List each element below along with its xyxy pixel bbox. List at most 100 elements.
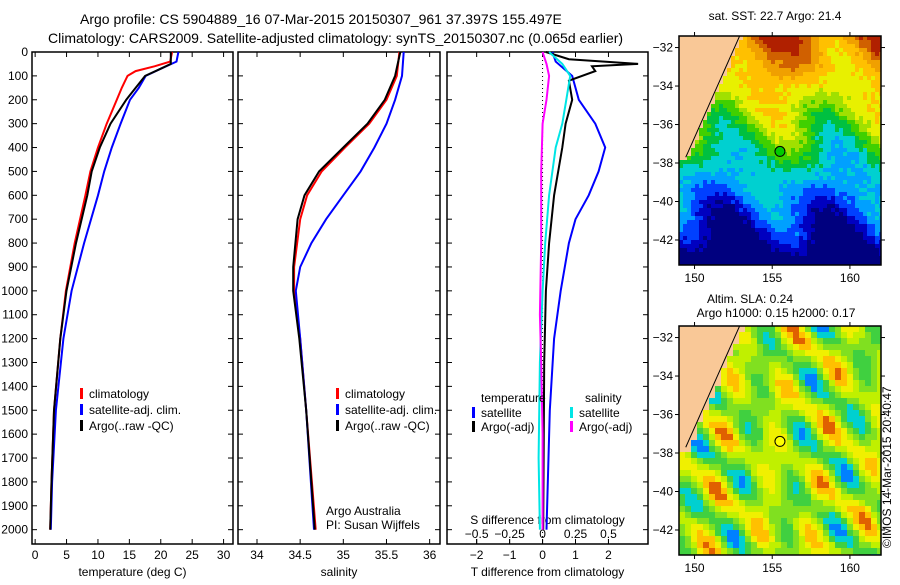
- y-tick-label: 1600: [1, 427, 28, 441]
- x-tick-label: 34.5: [288, 548, 312, 562]
- x-tick-label: 2: [605, 548, 612, 562]
- sst-map: 150 155 160 −32 −34 −36 −38 −40 −42 sat. SST: 22.…: [653, 9, 885, 285]
- legend-label: satellite-adj. clim.: [89, 403, 181, 417]
- x-tick-label: 25: [185, 548, 199, 562]
- series-line-salinity-satellite: [537, 51, 572, 530]
- plot-frame: [31, 51, 234, 545]
- x-tick-label: 35.5: [375, 548, 399, 562]
- map-frame: [678, 325, 882, 556]
- legend-swatch: [336, 420, 339, 431]
- x-axis-label: temperature (deg C): [78, 565, 186, 579]
- y-tick-label: 900: [8, 260, 28, 274]
- x-tick-label: 1: [572, 548, 579, 562]
- legend-label: climatology: [345, 387, 405, 401]
- series-line-temperature-argo-adj-: [542, 51, 639, 530]
- top-x-tick-label: −0.25: [494, 527, 525, 541]
- y-tick-label: −38: [653, 446, 674, 460]
- y-tick-label: −36: [653, 408, 674, 422]
- y-tick-label: −32: [653, 41, 674, 55]
- plot-frame: [237, 51, 441, 545]
- legend-label: satellite: [481, 406, 522, 420]
- legend-label: satellite-adj. clim.: [345, 403, 437, 417]
- map-title: Altim. SLA: 0.24: [707, 292, 793, 306]
- series-line-argo-raw-qc-: [49, 52, 172, 530]
- legend-swatch: [80, 420, 83, 431]
- top-x-tick-label: 0: [539, 527, 546, 541]
- salinity-panel: 34 34.5 35 35.5 36 salinity climatology satelli…: [237, 51, 441, 579]
- legend-swatch: [570, 421, 573, 432]
- series-line-argo-raw-qc-: [292, 51, 402, 530]
- x-tick-label: −1: [503, 548, 517, 562]
- x-tick-label: 20: [154, 548, 168, 562]
- legend-swatch: [570, 407, 573, 418]
- legend-swatch: [472, 407, 475, 418]
- x-tick-label: 160: [840, 561, 860, 575]
- y-tick-label: −42: [653, 233, 674, 247]
- y-tick-label: 400: [8, 141, 28, 155]
- annotation-text: Argo Australia: [326, 504, 401, 518]
- x-tick-label: 155: [762, 271, 782, 285]
- x-tick-label: 150: [685, 561, 705, 575]
- y-tick-label: 0: [21, 45, 28, 59]
- sla-map: 150 155 160 −32 −34 −36 −38 −40 −42 Altim. SLA: 0…: [653, 292, 885, 575]
- y-tick-label: 1200: [1, 332, 28, 346]
- top-x-tick-label: −0.5: [465, 527, 489, 541]
- x-tick-label: 35: [337, 548, 351, 562]
- map-frame: [678, 35, 882, 266]
- legend-swatch: [80, 388, 83, 399]
- x-tick-label: 34: [250, 548, 264, 562]
- x-tick-label: 150: [685, 271, 705, 285]
- x-tick-label: 30: [217, 548, 231, 562]
- y-tick-label: 600: [8, 188, 28, 202]
- coastline: [685, 326, 741, 448]
- top-x-tick-label: 0.25: [564, 527, 588, 541]
- y-tick-label: 1700: [1, 451, 28, 465]
- legend-swatch: [472, 421, 475, 432]
- map-title: Argo h1000: 0.15 h2000: 0.17: [697, 306, 856, 320]
- legend-swatch: [336, 404, 339, 415]
- y-tick-label: 1400: [1, 379, 28, 393]
- legend-label: Argo(-adj): [481, 420, 534, 434]
- y-tick-label: 1300: [1, 355, 28, 369]
- y-tick-label: 300: [8, 117, 28, 131]
- x-tick-label: 15: [123, 548, 137, 562]
- y-tick-label: −32: [653, 331, 674, 345]
- argo-location-marker: [774, 435, 786, 447]
- y-tick-label: 500: [8, 164, 28, 178]
- argo-location-marker: [774, 145, 786, 157]
- y-tick-label: −34: [653, 79, 674, 93]
- x-axis-label: salinity: [321, 565, 358, 579]
- legend-group-title: salinity: [585, 391, 622, 405]
- x-tick-label: 0: [539, 548, 546, 562]
- x-axis-label: T difference from climatology: [471, 565, 625, 579]
- y-tick-label: 1100: [2, 308, 28, 322]
- y-tick-label: 1000: [1, 284, 28, 298]
- x-tick-label: −2: [470, 548, 484, 562]
- title-line-2: Climatology: CARS2009. Satellite-adjuste…: [48, 30, 623, 46]
- y-tick-label: −34: [653, 369, 674, 383]
- y-tick-label: −42: [653, 523, 674, 537]
- y-tick-label: 800: [8, 236, 28, 250]
- x-tick-label: 160: [840, 271, 860, 285]
- series-line-satellite-adj-clim-: [294, 51, 405, 530]
- legend-group-title: temperature: [481, 391, 546, 405]
- credit-text: ©IMOS 14-Mar-2015 20:40:47: [880, 386, 894, 548]
- y-tick-label: 100: [8, 69, 28, 83]
- x-tick-label: 5: [63, 548, 70, 562]
- y-tick-label: −40: [653, 484, 674, 498]
- map-field: [679, 326, 881, 555]
- x-tick-label: 155: [762, 561, 782, 575]
- y-tick-label: 1900: [1, 499, 28, 513]
- y-tick-label: 200: [8, 93, 28, 107]
- legend-label: satellite: [579, 406, 620, 420]
- temperature-panel: 0 5 10 15 20 25 300100200300400500600700800900…: [1, 45, 234, 579]
- y-tick-label: 2000: [1, 523, 28, 537]
- series-line-salinity-argo-adj-: [538, 51, 551, 530]
- map-field: [679, 36, 881, 265]
- difference-panel: −2 −1 0 1 2 T difference from climatology −0.5…: [446, 51, 649, 579]
- map-title: sat. SST: 22.7 Argo: 21.4: [709, 9, 842, 23]
- legend-label: Argo(..raw -QC): [345, 419, 430, 433]
- top-x-tick-label: 0.5: [600, 527, 617, 541]
- y-tick-label: −38: [653, 156, 674, 170]
